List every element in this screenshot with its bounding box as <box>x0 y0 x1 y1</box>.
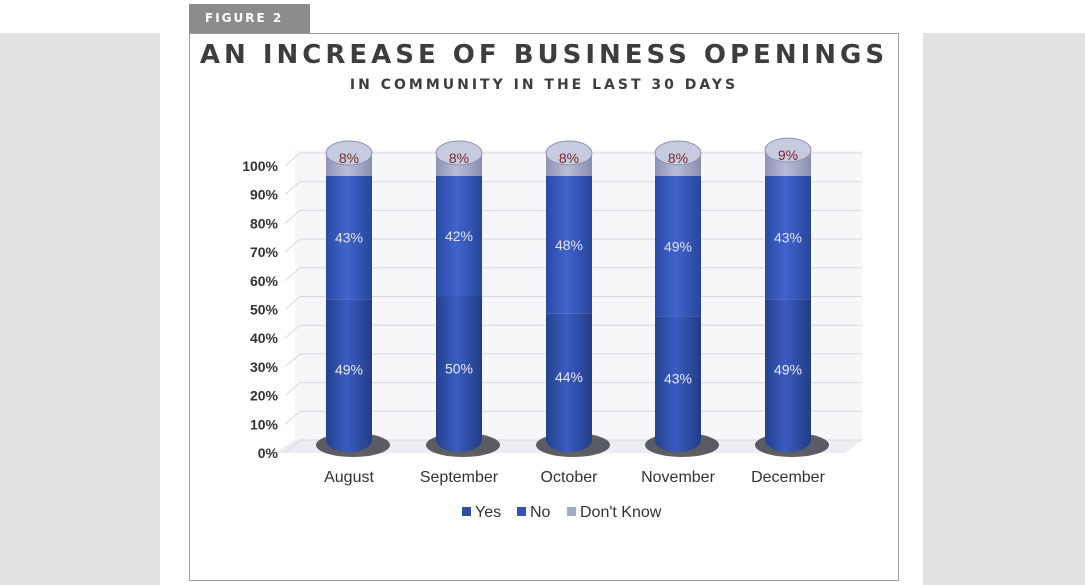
bar-segment-yes <box>546 313 592 440</box>
bar-bottom-cap <box>765 428 811 452</box>
legend-label: Yes <box>475 504 501 521</box>
bar-segment-yes <box>655 316 701 440</box>
bar-bottom-cap <box>655 428 701 452</box>
gridline-depth <box>284 181 301 196</box>
data-label: 8% <box>559 150 579 166</box>
y-tick-label: 0% <box>258 445 279 461</box>
legend-swatch <box>567 507 576 516</box>
chart-title: AN INCREASE OF BUSINESS OPENINGS <box>199 40 889 70</box>
y-tick-label: 40% <box>250 330 279 346</box>
data-label: 8% <box>449 150 469 166</box>
data-labels: 49% 43% 8% 50% 42% 8% 44% 48% 8% 43% 49% 8% 49% 43% 9% <box>335 147 802 386</box>
bar-segment-yes <box>436 296 482 440</box>
legend-swatch <box>517 507 526 516</box>
gridline-depth <box>284 353 301 368</box>
gridline-depth <box>284 210 301 224</box>
bar-segment-no <box>655 175 701 317</box>
bar-segment-yes <box>765 299 811 440</box>
data-label: 43% <box>335 230 363 246</box>
gridline-depth <box>284 152 301 167</box>
bar-segment-no <box>546 175 592 314</box>
y-tick-label: 80% <box>250 215 279 231</box>
gridline-depth <box>284 410 301 425</box>
legend: Yes No Don't Know <box>462 504 662 521</box>
figure-label: FIGURE 2 <box>189 4 310 33</box>
y-axis-ticks: 0% 10% 20% 30% 40% 50% 60% 70% 80% 90% 100% <box>242 158 278 461</box>
x-tick-label: August <box>324 469 374 486</box>
data-label: 50% <box>445 360 473 376</box>
data-label: 43% <box>774 230 802 246</box>
y-tick-label: 10% <box>250 416 279 432</box>
data-label: 49% <box>774 362 802 378</box>
bar-segment-no <box>765 175 811 300</box>
data-label: 43% <box>664 370 692 386</box>
bar-top-cap <box>435 140 483 166</box>
data-label: 49% <box>335 362 363 378</box>
legend-label: Don't Know <box>580 504 662 521</box>
y-tick-label: 60% <box>250 273 279 289</box>
data-label: 8% <box>668 150 688 166</box>
bar-segment-yes <box>326 299 372 440</box>
bar-bottom-cap <box>326 428 372 452</box>
y-tick-label: 100% <box>242 158 278 174</box>
data-label: 42% <box>445 228 473 244</box>
data-label: 44% <box>555 369 583 385</box>
bars <box>316 137 829 457</box>
bar-bottom-cap <box>546 428 592 452</box>
x-axis-ticks: August September October November December <box>324 469 825 486</box>
y-tick-label: 30% <box>250 359 279 375</box>
gridline-depth <box>284 324 301 339</box>
bar-top-cap <box>325 140 373 166</box>
y-tick-label: 50% <box>250 302 279 318</box>
bar-top-cap <box>654 140 702 166</box>
data-label: 8% <box>339 150 359 166</box>
x-tick-label: October <box>541 469 599 486</box>
data-label: 48% <box>555 237 583 253</box>
gridline-depth <box>284 439 301 454</box>
bar-segment-no <box>326 175 372 300</box>
data-label: 49% <box>664 238 692 254</box>
bar-bottom-cap <box>436 428 482 452</box>
right-side-panel <box>923 33 1085 585</box>
legend-swatch <box>462 507 471 516</box>
x-tick-label: November <box>641 469 715 486</box>
bar-top-cap <box>545 140 593 166</box>
y-tick-label: 90% <box>250 187 279 203</box>
x-tick-label: December <box>751 469 825 486</box>
y-tick-label: 20% <box>250 388 279 404</box>
data-label: 9% <box>778 147 798 163</box>
bar-top-cap <box>764 137 812 163</box>
legend-label: No <box>530 504 551 521</box>
gridline-depth <box>284 296 301 310</box>
gridline-depth <box>284 267 301 282</box>
gridline-depth <box>284 382 301 396</box>
gridline-depth <box>284 238 301 253</box>
left-side-panel <box>0 33 160 585</box>
x-tick-label: September <box>420 469 499 486</box>
y-tick-label: 70% <box>250 244 279 260</box>
chart-subtitle: IN COMMUNITY IN THE LAST 30 DAYS <box>349 77 739 93</box>
bar-segment-no <box>436 175 482 297</box>
